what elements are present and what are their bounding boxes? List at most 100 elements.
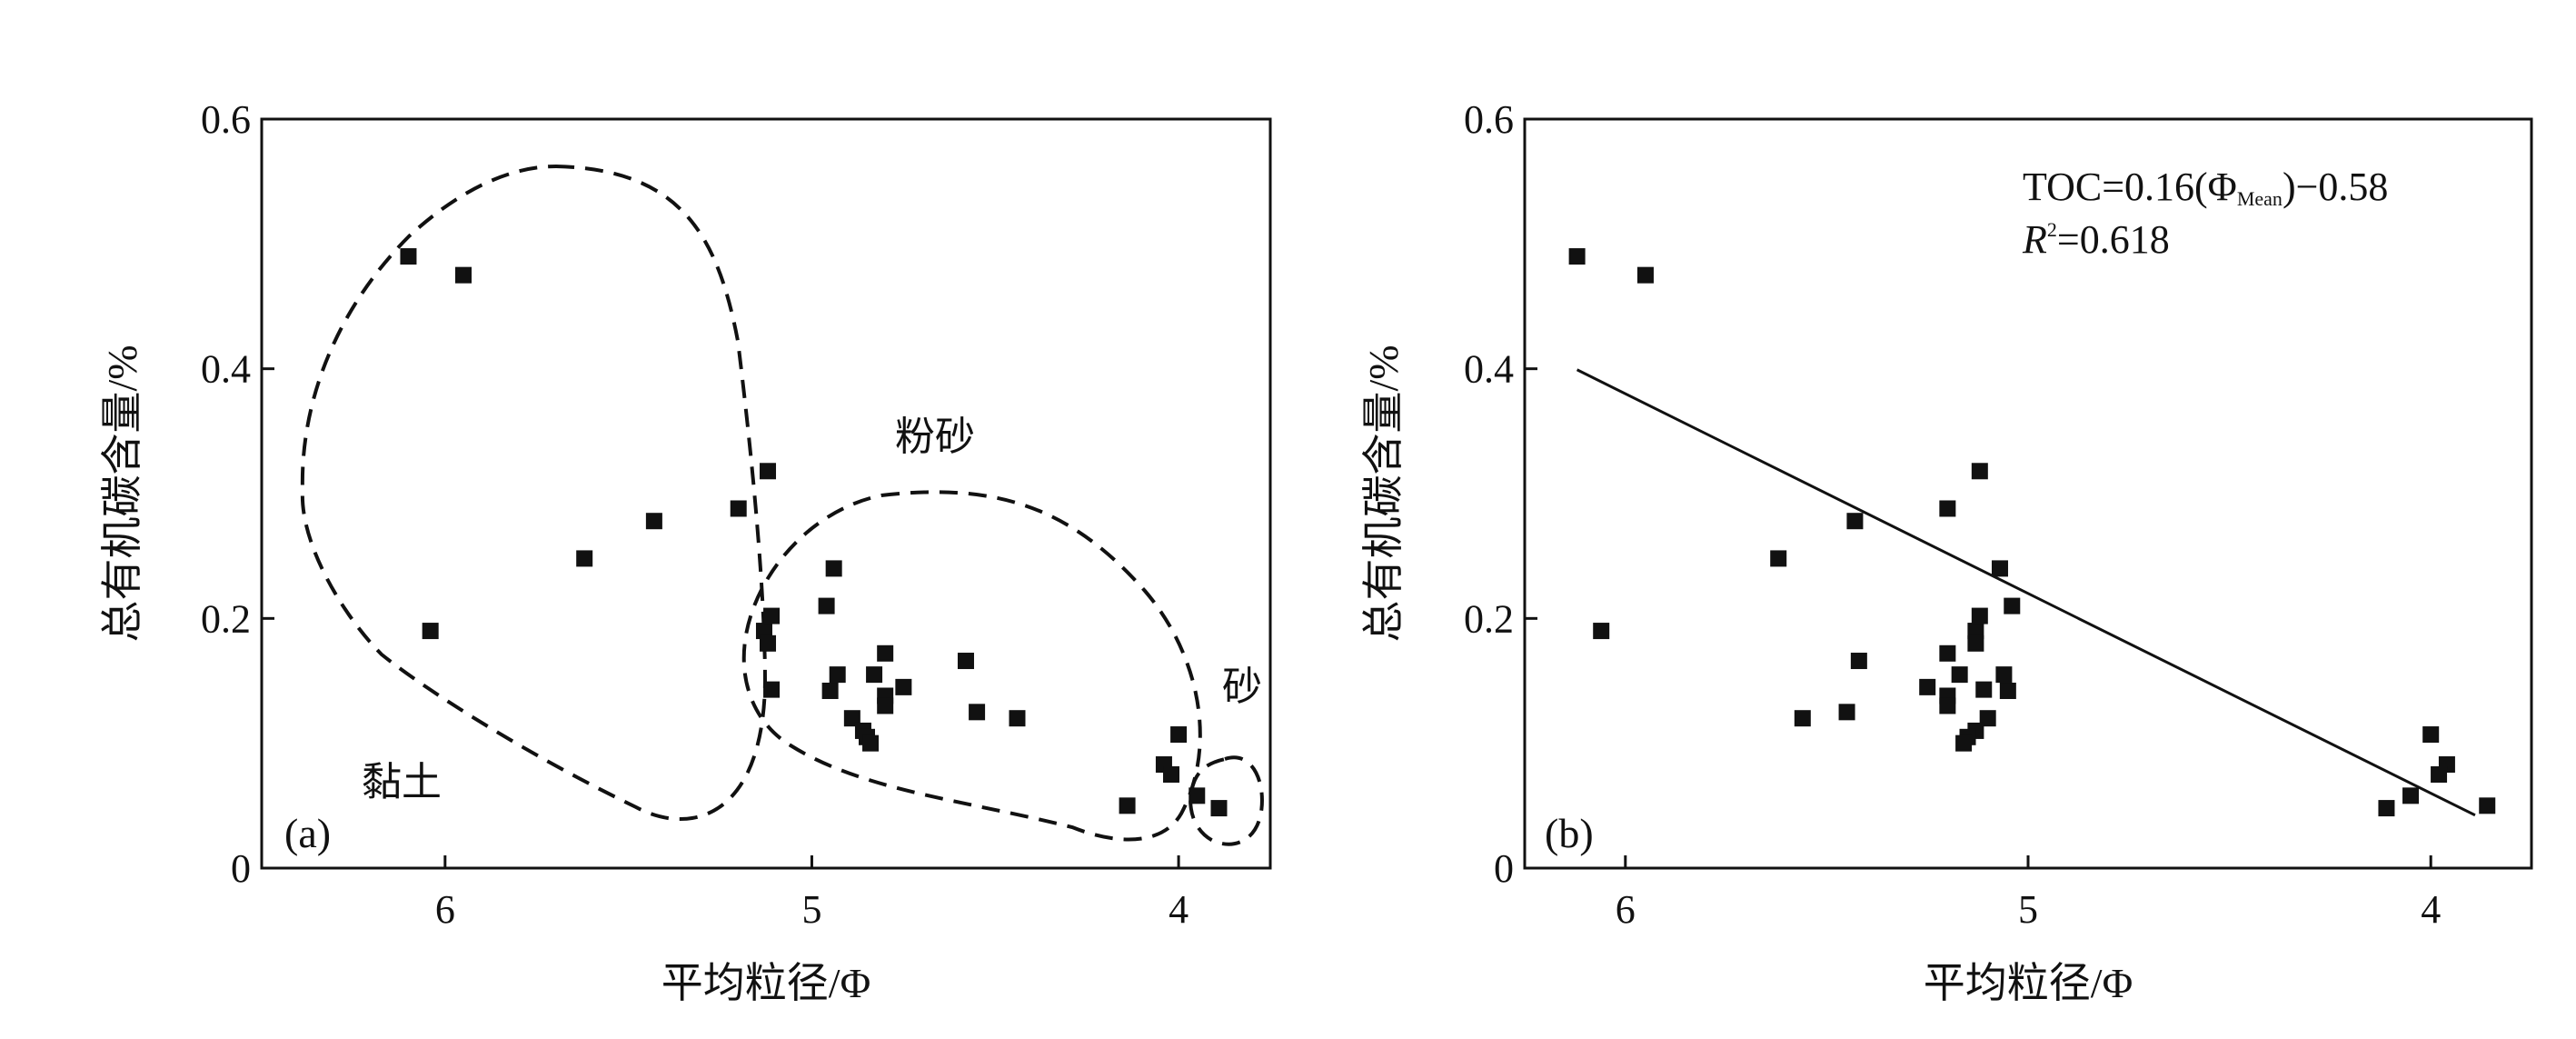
panel-b-y-tick-label: 0.4 bbox=[1464, 347, 1514, 392]
panel-a-data-point bbox=[1210, 800, 1228, 817]
panel-b-data-point bbox=[1991, 560, 2008, 577]
panel-a-data-point bbox=[1163, 766, 1180, 783]
panel-a-data-point bbox=[877, 644, 894, 662]
panel-b-chart: 0 0.2 0.4 0.6 6 5 4 (b) TOC=0.16(ΦMean)−0.58 R… bbox=[1360, 97, 2533, 1006]
panel-b-data-point bbox=[2402, 787, 2420, 804]
panel-b-data-point bbox=[1794, 710, 1811, 727]
panel-b-data-point bbox=[1846, 513, 1864, 530]
panel-a-data-point bbox=[1119, 797, 1136, 814]
panel-b-data-point bbox=[1975, 681, 1993, 698]
panel-a-data-point bbox=[755, 623, 772, 640]
panel-label-a: (a) bbox=[284, 810, 331, 856]
panel-b-data-point bbox=[1919, 678, 1936, 695]
panel-a-data-point bbox=[455, 266, 472, 284]
equation-tail: )−0.58 bbox=[2283, 165, 2388, 209]
panel-a-y-tick-label: 0.6 bbox=[201, 97, 251, 142]
panel-a-data-point bbox=[645, 513, 662, 530]
panel-a-y-axis-title: 总有机碳含量/% bbox=[99, 345, 145, 642]
panel-a-data-point bbox=[422, 623, 439, 640]
panel-a-data-point bbox=[763, 607, 781, 624]
panel-b-x-axis-title: 平均粒径/Φ bbox=[1924, 960, 2133, 1006]
panel-b-data-point bbox=[1568, 248, 1586, 265]
panel-b-x-tick-label: 4 bbox=[2421, 887, 2441, 932]
panel-b-data-point bbox=[2004, 597, 2021, 614]
panel-a-x-tick-label: 5 bbox=[801, 887, 821, 932]
silt-region-outline bbox=[741, 490, 1202, 842]
panel-label-b: (b) bbox=[1545, 810, 1594, 856]
sand-region-outline bbox=[1189, 755, 1264, 846]
panel-b-data-point bbox=[1955, 734, 1973, 752]
panel-a-y-tick-label: 0.2 bbox=[201, 596, 251, 641]
panel-b-data-point bbox=[1939, 697, 1956, 714]
panel-b-x-tick-label: 6 bbox=[1616, 887, 1636, 932]
equation-main: TOC=0.16(Φ bbox=[2023, 165, 2237, 209]
panel-a-data-point bbox=[825, 560, 842, 577]
regression-line bbox=[1576, 368, 2476, 817]
panel-b-data-point bbox=[2378, 800, 2395, 817]
panel-b-ticks: 0 0.2 0.4 0.6 6 5 4 bbox=[1464, 97, 2441, 932]
panel-b-data-point bbox=[1939, 644, 1956, 662]
panel-a-data-point bbox=[760, 463, 777, 480]
panel-b-data-point bbox=[1838, 704, 1855, 721]
r-squared-value: =0.618 bbox=[2057, 217, 2170, 262]
equation-subscript: Mean bbox=[2237, 187, 2283, 210]
panel-b-data-point bbox=[1636, 266, 1654, 284]
panel-b-data-point bbox=[1967, 634, 1984, 652]
panel-a-data-point bbox=[760, 634, 777, 652]
panel-a-x-tick-label: 4 bbox=[1169, 887, 1189, 932]
panel-b-x-tick-label: 5 bbox=[2018, 887, 2038, 932]
panel-a-data-point bbox=[862, 734, 880, 752]
panel-a-data-point bbox=[576, 550, 593, 567]
panel-a-data-point bbox=[969, 704, 986, 721]
panel-b-data-point bbox=[2431, 766, 2448, 783]
panel-a-points bbox=[400, 248, 1228, 817]
panel-a-data-point bbox=[877, 697, 894, 714]
panel-a-region-outlines bbox=[300, 164, 1264, 846]
panel-a-data-point bbox=[818, 597, 835, 614]
panel-a-data-point bbox=[1009, 710, 1026, 727]
panel-b-data-point bbox=[1939, 500, 1956, 517]
panel-a-data-point bbox=[763, 681, 781, 698]
regression-equation: TOC=0.16(ΦMean)−0.58 R2=0.618 bbox=[2022, 165, 2388, 262]
panel-b-data-point bbox=[1971, 607, 1988, 624]
panel-a-data-point bbox=[866, 666, 883, 684]
panel-a-plot-frame bbox=[260, 117, 1272, 870]
panel-b-data-point bbox=[2422, 726, 2440, 744]
panel-b-y-tick-label: 0.6 bbox=[1464, 97, 1514, 142]
panel-b-data-point bbox=[1979, 710, 1996, 727]
panel-b-y-tick-label: 0 bbox=[1494, 846, 1514, 891]
r-squared-superscript: 2 bbox=[2047, 218, 2057, 241]
region-label-silt: 粉砂 bbox=[895, 415, 975, 459]
panel-a-data-point bbox=[821, 682, 839, 699]
r-squared-variable: R bbox=[2022, 217, 2047, 262]
panel-b-data-point bbox=[1951, 666, 1968, 684]
panel-b-y-axis-title: 总有机碳含量/% bbox=[1360, 345, 1407, 642]
panel-a-data-point bbox=[957, 653, 974, 670]
panel-a-data-point bbox=[829, 666, 846, 684]
panel-a-y-tick-label: 0.4 bbox=[201, 347, 251, 392]
panel-a-data-point bbox=[895, 678, 912, 695]
panel-a-data-point bbox=[1189, 787, 1206, 804]
panel-a-ticks: 0 0.2 0.4 0.6 6 5 4 bbox=[201, 97, 1189, 932]
panel-b-data-point bbox=[1967, 623, 1984, 640]
panel-b-data-point bbox=[1995, 666, 2013, 684]
panel-b-data-point bbox=[1593, 623, 1610, 640]
panel-b-data-point bbox=[2479, 797, 2496, 814]
panel-a-data-point bbox=[843, 710, 860, 727]
equation-line-1: TOC=0.16(ΦMean)−0.58 bbox=[2023, 165, 2388, 210]
panel-a-data-point bbox=[400, 248, 417, 265]
region-label-clay: 黏土 bbox=[362, 760, 442, 804]
panel-b-y-tick-label: 0.2 bbox=[1464, 596, 1514, 641]
panel-a-x-axis-title: 平均粒径/Φ bbox=[661, 960, 870, 1006]
equation-line-2: R2=0.618 bbox=[2022, 217, 2170, 262]
panel-b-data-point bbox=[1770, 550, 1787, 567]
region-label-sand: 砂 bbox=[1222, 664, 1262, 709]
panel-a-data-point bbox=[1170, 726, 1188, 744]
clay-region-outline bbox=[300, 164, 768, 821]
panel-b-data-point bbox=[1850, 653, 1867, 670]
panel-a-y-tick-label: 0 bbox=[231, 846, 251, 891]
panel-a-x-tick-label: 6 bbox=[435, 887, 455, 932]
panel-a-data-point bbox=[730, 500, 747, 517]
panel-b-data-point bbox=[1971, 463, 1988, 480]
